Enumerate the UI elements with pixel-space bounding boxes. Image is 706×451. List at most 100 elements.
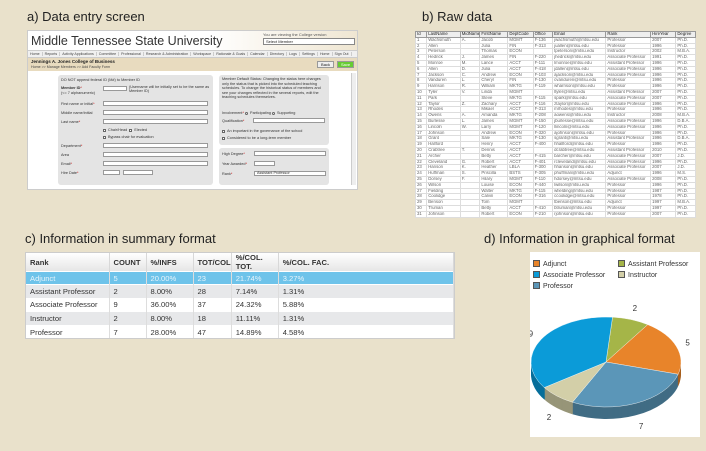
summary-cell: 28	[193, 284, 232, 299]
pie-chart-panel: Adjunct Assistant Professor Associate Prof…	[530, 252, 700, 437]
first-name-input[interactable]	[103, 101, 208, 106]
raw-cell: llincoln@mtsu.edu	[552, 123, 607, 131]
raw-cell: Allen	[426, 42, 461, 50]
legend-swatch	[533, 271, 540, 278]
nav-item[interactable]: Sign Out	[333, 52, 352, 56]
summary-header-cell[interactable]: Rank	[26, 253, 110, 272]
raw-cell: 3	[415, 48, 428, 56]
rank-select[interactable]: Assistant Professor	[254, 171, 326, 176]
raw-cell: Associate Professor	[605, 100, 652, 108]
nav-item[interactable]: Activity Applications	[60, 52, 97, 56]
raw-row: 3 Peterson Thomas ECON tpeterson@mtsu.edu Ins…	[415, 48, 696, 56]
raw-cell: MKTG	[507, 187, 534, 195]
pie-slice-associate-professor[interactable]	[530, 316, 613, 388]
summary-row[interactable]: Professor 7 28.00% 47 14.89% 4.58%	[26, 324, 455, 339]
raw-cell: ACCT	[507, 152, 534, 160]
raw-cell: ACCT	[507, 158, 534, 166]
participating-label: Participating	[250, 111, 271, 115]
elected-checkbox[interactable]	[129, 128, 133, 132]
summary-cell: 7	[109, 324, 147, 339]
nav-item[interactable]: Calendar	[248, 52, 268, 56]
nav-item[interactable]: Professional	[119, 52, 144, 56]
last-name-input[interactable]	[103, 119, 208, 124]
summary-row[interactable]: Associate Professor 9 36.00% 37 24.32% 5.88%	[26, 297, 455, 312]
summary-row[interactable]: Assistant Professor 2 8.00% 28 7.14% 1.31%	[26, 284, 455, 299]
raw-cell: ajohnson@mtsu.edu	[552, 129, 607, 137]
raw-cell: Ph.D.	[675, 141, 696, 148]
long-term-checkbox[interactable]	[222, 136, 225, 140]
raw-cell: ECON	[507, 193, 534, 201]
hire-year-select[interactable]	[123, 170, 153, 175]
raw-cell: Assistant Professor	[605, 60, 652, 67]
save-button[interactable]: Save	[337, 61, 354, 68]
chair-checkbox[interactable]	[103, 128, 106, 132]
summary-row[interactable]: Adjunct 5 20.00% 23 21.74% 3.27%	[26, 270, 455, 285]
raw-cell: dcrabtree@mtsu.edu	[552, 146, 607, 154]
raw-cell: 28	[415, 193, 428, 201]
department-select[interactable]	[103, 143, 208, 148]
raw-cell: Wilson	[426, 181, 461, 189]
raw-cell: Robert	[479, 210, 509, 218]
nav-item[interactable]: Home	[28, 52, 43, 56]
nav-item[interactable]: Research & Administration	[144, 52, 192, 56]
raw-cell: rcleveland@mtsu.edu	[552, 158, 607, 166]
bypass-checkbox[interactable]	[103, 135, 106, 139]
governance-checkbox[interactable]	[222, 129, 225, 133]
raw-cell: barcher@mtsu.edu	[552, 152, 607, 160]
area-select[interactable]	[103, 152, 208, 157]
raw-cell: 1996	[650, 129, 677, 137]
pie-slice-adjunct[interactable]	[605, 324, 682, 375]
nav-item[interactable]: Reports	[43, 52, 61, 56]
summary-cell: 8.00%	[146, 284, 194, 299]
member-select[interactable]: Select Member	[263, 38, 355, 45]
raw-cell: tbenson@mtsu.edu	[552, 199, 607, 206]
raw-cell: 1996	[650, 181, 677, 189]
summary-header-cell[interactable]: %/COL. FAC.	[278, 253, 455, 272]
summary-cell: 23	[193, 270, 232, 285]
nav-item[interactable]: Rationale & Goals	[214, 52, 249, 56]
legend-label: Associate Professor	[543, 272, 606, 279]
raw-cell: ECON	[507, 129, 534, 137]
raw-cell: juallen@mtsu.edu	[552, 42, 607, 50]
raw-row: 6 Allen D. Julia ACCT F-418 jdallen@mtsu.edu As…	[415, 65, 696, 73]
year-awarded-select[interactable]	[254, 161, 275, 166]
nav-item[interactable]: Logs	[287, 52, 300, 56]
summary-cell: 28.00%	[146, 324, 194, 339]
nav-item[interactable]: Workspace	[191, 52, 215, 56]
area-label: Area	[61, 153, 70, 157]
supporting-radio[interactable]	[272, 111, 275, 115]
summary-cell: 20.00%	[146, 270, 194, 285]
hire-month-select[interactable]	[103, 170, 120, 175]
member-id-input[interactable]	[103, 86, 127, 91]
raw-cell: 2002	[650, 48, 677, 56]
nav-item[interactable]: Directory	[268, 52, 288, 56]
participating-radio[interactable]	[245, 111, 249, 115]
summary-header-cell[interactable]: COUNT	[109, 253, 147, 272]
sub-header: Jennings A. Jones College of Business Ho…	[28, 58, 357, 71]
raw-row: 24 Huffman S. Priscilla BSTS F-305 phuffman@mt…	[415, 170, 696, 177]
raw-cell: 25	[415, 175, 428, 183]
middle-name-label: Middle name/initial	[61, 111, 93, 115]
back-button[interactable]: Back	[317, 61, 334, 68]
summary-header-cell[interactable]: TOT/COL	[193, 253, 232, 272]
scrollbar[interactable]	[351, 73, 356, 185]
raw-cell: ACCT	[507, 141, 534, 148]
raw-cell: 29	[415, 199, 428, 206]
summary-header-cell[interactable]: %/COL. TOT.	[231, 253, 279, 272]
nav-item[interactable]: Committee	[97, 52, 120, 56]
summary-cell: 24.32%	[231, 297, 279, 312]
middle-name-input[interactable]	[103, 110, 208, 115]
legend-item: Associate Professor	[533, 271, 605, 279]
legend-item: Assistant Professor	[618, 260, 688, 268]
summary-row[interactable]: Instructor 2 8.00% 18 11.11% 1.31%	[26, 311, 455, 326]
email-input[interactable]	[103, 161, 208, 166]
summary-header-cell[interactable]: %/INFS	[146, 253, 194, 272]
high-degree-select[interactable]	[254, 151, 326, 156]
pie-slice-professor[interactable]	[572, 361, 679, 408]
qualification-select[interactable]	[253, 118, 325, 123]
raw-cell: 1991	[650, 54, 677, 61]
nav-item[interactable]: Home	[318, 52, 333, 56]
nav-item[interactable]: Settings	[300, 52, 318, 56]
degree-panel: High Degree* Year Awarded* Rank* Assista…	[219, 148, 329, 185]
raw-cell: 2007	[650, 36, 677, 44]
